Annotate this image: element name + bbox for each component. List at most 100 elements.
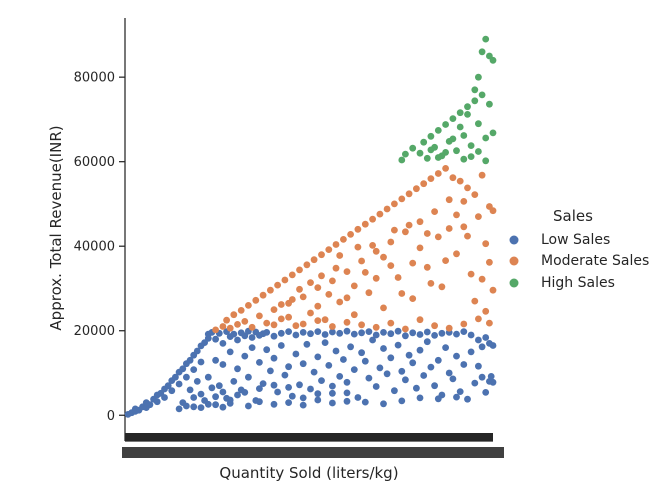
data-point-high-sales: [464, 111, 471, 118]
data-point-low-sales: [292, 350, 300, 358]
data-point-low-sales: [299, 360, 307, 368]
data-point-moderate-sales: [259, 291, 267, 299]
data-point-high-sales: [489, 56, 497, 64]
data-point-moderate-sales: [336, 252, 344, 259]
data-point-moderate-sales: [372, 323, 380, 331]
data-point-moderate-sales: [307, 309, 314, 317]
data-point-moderate-sales: [387, 262, 395, 269]
legend: Sales Low Sales Moderate Sales High Sale…: [509, 207, 649, 291]
x-tick-label-band: [122, 447, 504, 458]
data-point-moderate-sales: [380, 253, 387, 261]
data-point-moderate-sales: [423, 230, 431, 237]
data-point-low-sales: [380, 345, 387, 352]
data-point-low-sales: [307, 385, 314, 393]
data-point-low-sales: [204, 373, 212, 381]
data-point-high-sales: [460, 132, 468, 139]
data-point-low-sales: [219, 361, 227, 368]
data-point-high-sales: [434, 154, 442, 161]
data-point-high-sales: [398, 156, 406, 164]
data-point-low-sales: [241, 389, 249, 396]
data-point-moderate-sales: [402, 325, 409, 333]
data-point-low-sales: [460, 328, 468, 335]
data-point-low-sales: [405, 351, 413, 359]
data-point-moderate-sales: [478, 171, 486, 179]
data-point-moderate-sales: [442, 165, 449, 172]
data-point-moderate-sales: [252, 296, 260, 304]
data-point-moderate-sales: [416, 244, 424, 252]
data-point-low-sales: [299, 401, 307, 409]
data-point-high-sales: [409, 144, 417, 152]
data-point-low-sales: [234, 391, 241, 399]
data-point-low-sales: [267, 367, 274, 375]
data-point-moderate-sales: [471, 297, 479, 305]
data-point-low-sales: [161, 394, 168, 401]
data-point-moderate-sales: [314, 317, 322, 324]
data-point-moderate-sales: [460, 198, 468, 205]
y-axis-label: Approx. Total Revenue(INR): [47, 125, 65, 330]
data-point-moderate-sales: [256, 312, 263, 320]
data-point-moderate-sales: [372, 274, 380, 282]
data-point-moderate-sales: [380, 304, 387, 312]
data-point-moderate-sales: [376, 210, 384, 218]
data-point-low-sales: [409, 329, 417, 337]
data-point-low-sales: [336, 329, 344, 337]
data-point-moderate-sales: [267, 286, 274, 294]
data-point-low-sales: [234, 336, 241, 344]
data-point-moderate-sales: [361, 220, 369, 228]
data-point-low-sales: [314, 328, 322, 335]
data-point-low-sales: [241, 352, 249, 360]
data-point-low-sales: [453, 393, 460, 401]
data-point-low-sales: [208, 384, 216, 392]
data-point-low-sales: [387, 354, 395, 362]
data-point-low-sales: [321, 339, 329, 346]
data-point-low-sales: [489, 342, 497, 349]
data-point-low-sales: [256, 398, 263, 406]
data-point-moderate-sales: [431, 322, 438, 330]
data-point-low-sales: [263, 346, 271, 354]
data-point-low-sales: [354, 394, 362, 401]
data-point-high-sales: [475, 73, 482, 81]
data-point-moderate-sales: [464, 184, 471, 192]
data-point-low-sales: [318, 377, 325, 384]
data-point-low-sales: [212, 335, 220, 343]
data-point-low-sales: [460, 361, 468, 368]
data-point-low-sales: [259, 380, 267, 387]
data-point-low-sales: [186, 356, 194, 364]
data-point-low-sales: [285, 384, 292, 391]
data-point-moderate-sales: [416, 316, 424, 324]
data-point-low-sales: [423, 338, 431, 346]
data-point-moderate-sales: [350, 282, 358, 290]
data-point-low-sales: [358, 349, 365, 357]
data-point-moderate-sales: [405, 221, 413, 229]
data-point-low-sales: [350, 330, 358, 338]
data-point-low-sales: [219, 403, 227, 411]
data-point-low-sales: [383, 370, 391, 378]
data-point-low-sales: [285, 328, 292, 335]
y-tick-label: 60000: [74, 155, 115, 170]
data-point-low-sales: [427, 363, 435, 371]
data-point-moderate-sales: [489, 286, 497, 294]
data-point-moderate-sales: [314, 302, 322, 310]
data-point-moderate-sales: [471, 191, 479, 199]
data-point-moderate-sales: [434, 170, 442, 177]
data-point-low-sales: [270, 354, 278, 362]
data-point-low-sales: [234, 365, 241, 373]
data-point-low-sales: [343, 397, 351, 405]
data-point-moderate-sales: [223, 316, 231, 324]
data-point-moderate-sales: [416, 218, 424, 226]
series-low-sales: [124, 327, 497, 418]
data-point-low-sales: [248, 334, 256, 341]
data-point-low-sales: [226, 348, 234, 356]
data-point-moderate-sales: [270, 306, 278, 313]
data-point-low-sales: [248, 344, 256, 351]
legend-marker-moderate-sales: [509, 256, 519, 266]
data-point-moderate-sales: [274, 281, 281, 289]
data-point-high-sales: [427, 132, 435, 140]
y-tick-label: 20000: [74, 324, 115, 339]
data-point-low-sales: [369, 336, 376, 344]
data-point-high-sales: [460, 155, 468, 163]
data-point-high-sales: [453, 147, 460, 155]
data-point-low-sales: [467, 331, 475, 339]
data-point-low-sales: [190, 403, 198, 411]
data-point-moderate-sales: [420, 180, 428, 188]
